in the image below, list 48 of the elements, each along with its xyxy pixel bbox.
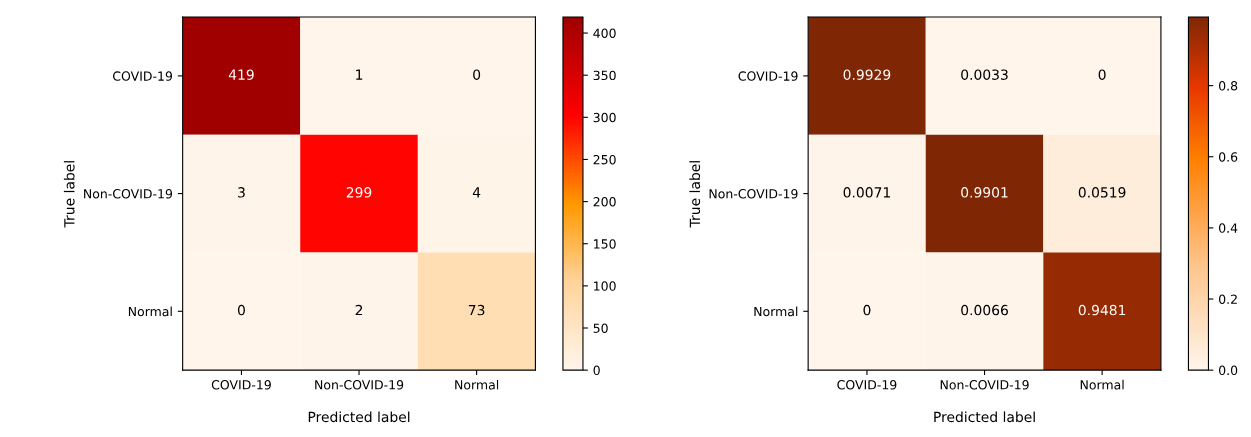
data-label: 419 <box>228 69 254 80</box>
color-bar-label: 0.4 <box>1219 223 1238 233</box>
data-label: 0 <box>1098 69 1106 80</box>
x-tick-label: Non-COVID-19 <box>315 380 404 390</box>
data-label: 0 <box>473 69 481 80</box>
data-label: 0.9901 <box>961 187 1008 198</box>
color-bar-label: 0 <box>593 365 600 376</box>
data-label: 73 <box>468 304 485 316</box>
y-tick-label: COVID-19 <box>738 71 798 81</box>
color-bar-label: 100 <box>594 281 616 291</box>
color-bar-label: 0.0 <box>1219 365 1238 376</box>
y-tick-label: Non-COVID-19 <box>84 189 173 199</box>
x-tick-label: COVID-19 <box>837 380 897 390</box>
y-axis-title: True label <box>63 161 75 228</box>
color-bar-label: 250 <box>593 154 616 165</box>
x-axis-title: Predicted label <box>308 411 410 423</box>
data-label: 0.0033 <box>961 69 1008 80</box>
data-label: 299 <box>346 187 372 198</box>
data-label: 1 <box>356 69 363 80</box>
color-bar-label: 0.2 <box>1219 294 1237 304</box>
data-label: 0.9929 <box>843 69 891 80</box>
color-bar-label: 0.6 <box>1219 152 1238 162</box>
color-bar-label: 50 <box>593 323 608 333</box>
y-tick-label: Non-COVID-19 <box>709 189 798 199</box>
data-label: 0.0071 <box>843 187 890 198</box>
x-tick-label: Normal <box>455 379 499 390</box>
data-label: 2 <box>355 304 363 316</box>
data-label: 0.0066 <box>961 304 1008 316</box>
color-bar-label: 0.8 <box>1219 81 1238 91</box>
color-bar-label: 350 <box>593 70 616 81</box>
data-label: 0.9481 <box>1078 304 1126 316</box>
y-tick-label: Normal <box>754 306 798 317</box>
data-label: 0 <box>863 304 871 316</box>
x-tick-label: Normal <box>1080 379 1124 390</box>
y-tick-label: Normal <box>128 306 172 317</box>
data-label: 4 <box>472 187 481 198</box>
x-tick-label: COVID-19 <box>211 380 271 390</box>
data-label: 3 <box>238 187 245 198</box>
x-tick-label: Non-COVID-19 <box>940 380 1029 390</box>
color-bar-label: 150 <box>594 239 616 249</box>
data-label: 0.0519 <box>1078 187 1126 198</box>
color-bar-label: 200 <box>593 197 616 207</box>
y-axis-title: True label <box>689 161 701 228</box>
color-bar-label: 300 <box>593 112 616 123</box>
color-bar-label: 400 <box>593 28 616 38</box>
x-axis-title: Predicted label <box>934 411 1035 423</box>
data-label: 0 <box>237 304 245 316</box>
y-tick-label: COVID-19 <box>113 71 173 81</box>
